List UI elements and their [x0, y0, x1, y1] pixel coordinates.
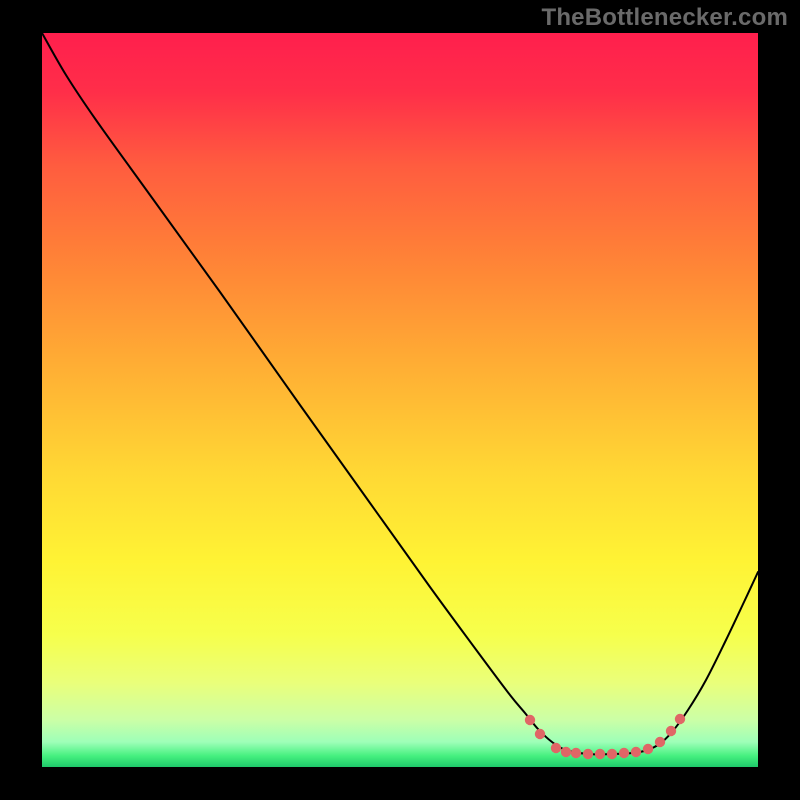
plot-area [42, 33, 758, 767]
marker-dot [595, 749, 605, 759]
marker-dot [561, 747, 571, 757]
chart-svg [0, 0, 800, 800]
marker-dot [619, 748, 629, 758]
marker-dot [655, 737, 665, 747]
marker-dot [583, 749, 593, 759]
marker-dot [666, 726, 676, 736]
marker-dot [525, 715, 535, 725]
marker-dot [631, 747, 641, 757]
marker-dot [551, 743, 561, 753]
watermark-text: TheBottlenecker.com [541, 4, 788, 32]
marker-dot [643, 744, 653, 754]
marker-dot [535, 729, 545, 739]
chart-canvas: TheBottlenecker.com [0, 0, 800, 800]
marker-dot [675, 714, 685, 724]
marker-dot [607, 749, 617, 759]
marker-dot [571, 748, 581, 758]
